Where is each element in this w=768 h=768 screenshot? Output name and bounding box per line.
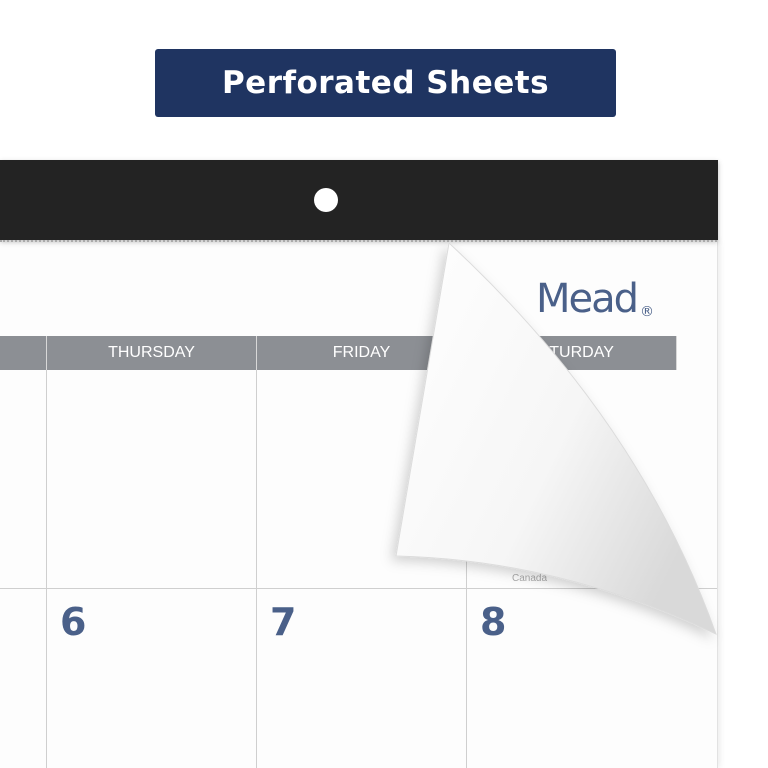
grid-line: [0, 588, 717, 589]
grid-line: [46, 370, 47, 768]
perforated-sheets-banner: Perforated Sheets: [155, 49, 616, 117]
day-header-wednesday: [0, 336, 47, 370]
date-7: 7: [270, 600, 297, 644]
date-8: 8: [480, 600, 507, 644]
grid-line: [256, 370, 257, 768]
perforation-line: [0, 240, 717, 245]
hanging-hole: [314, 188, 338, 212]
grid-line: [466, 370, 467, 768]
day-header-thursday: THURSDAY: [47, 336, 257, 370]
mead-logo: Mead ®: [536, 276, 654, 322]
logo-text: Mead: [536, 276, 639, 322]
curled-page-corner: [395, 242, 717, 635]
date-6: 6: [60, 600, 87, 644]
calendar-header-bar: [0, 160, 718, 240]
registered-mark: ®: [640, 304, 655, 320]
fine-print: Canada: [512, 573, 548, 584]
